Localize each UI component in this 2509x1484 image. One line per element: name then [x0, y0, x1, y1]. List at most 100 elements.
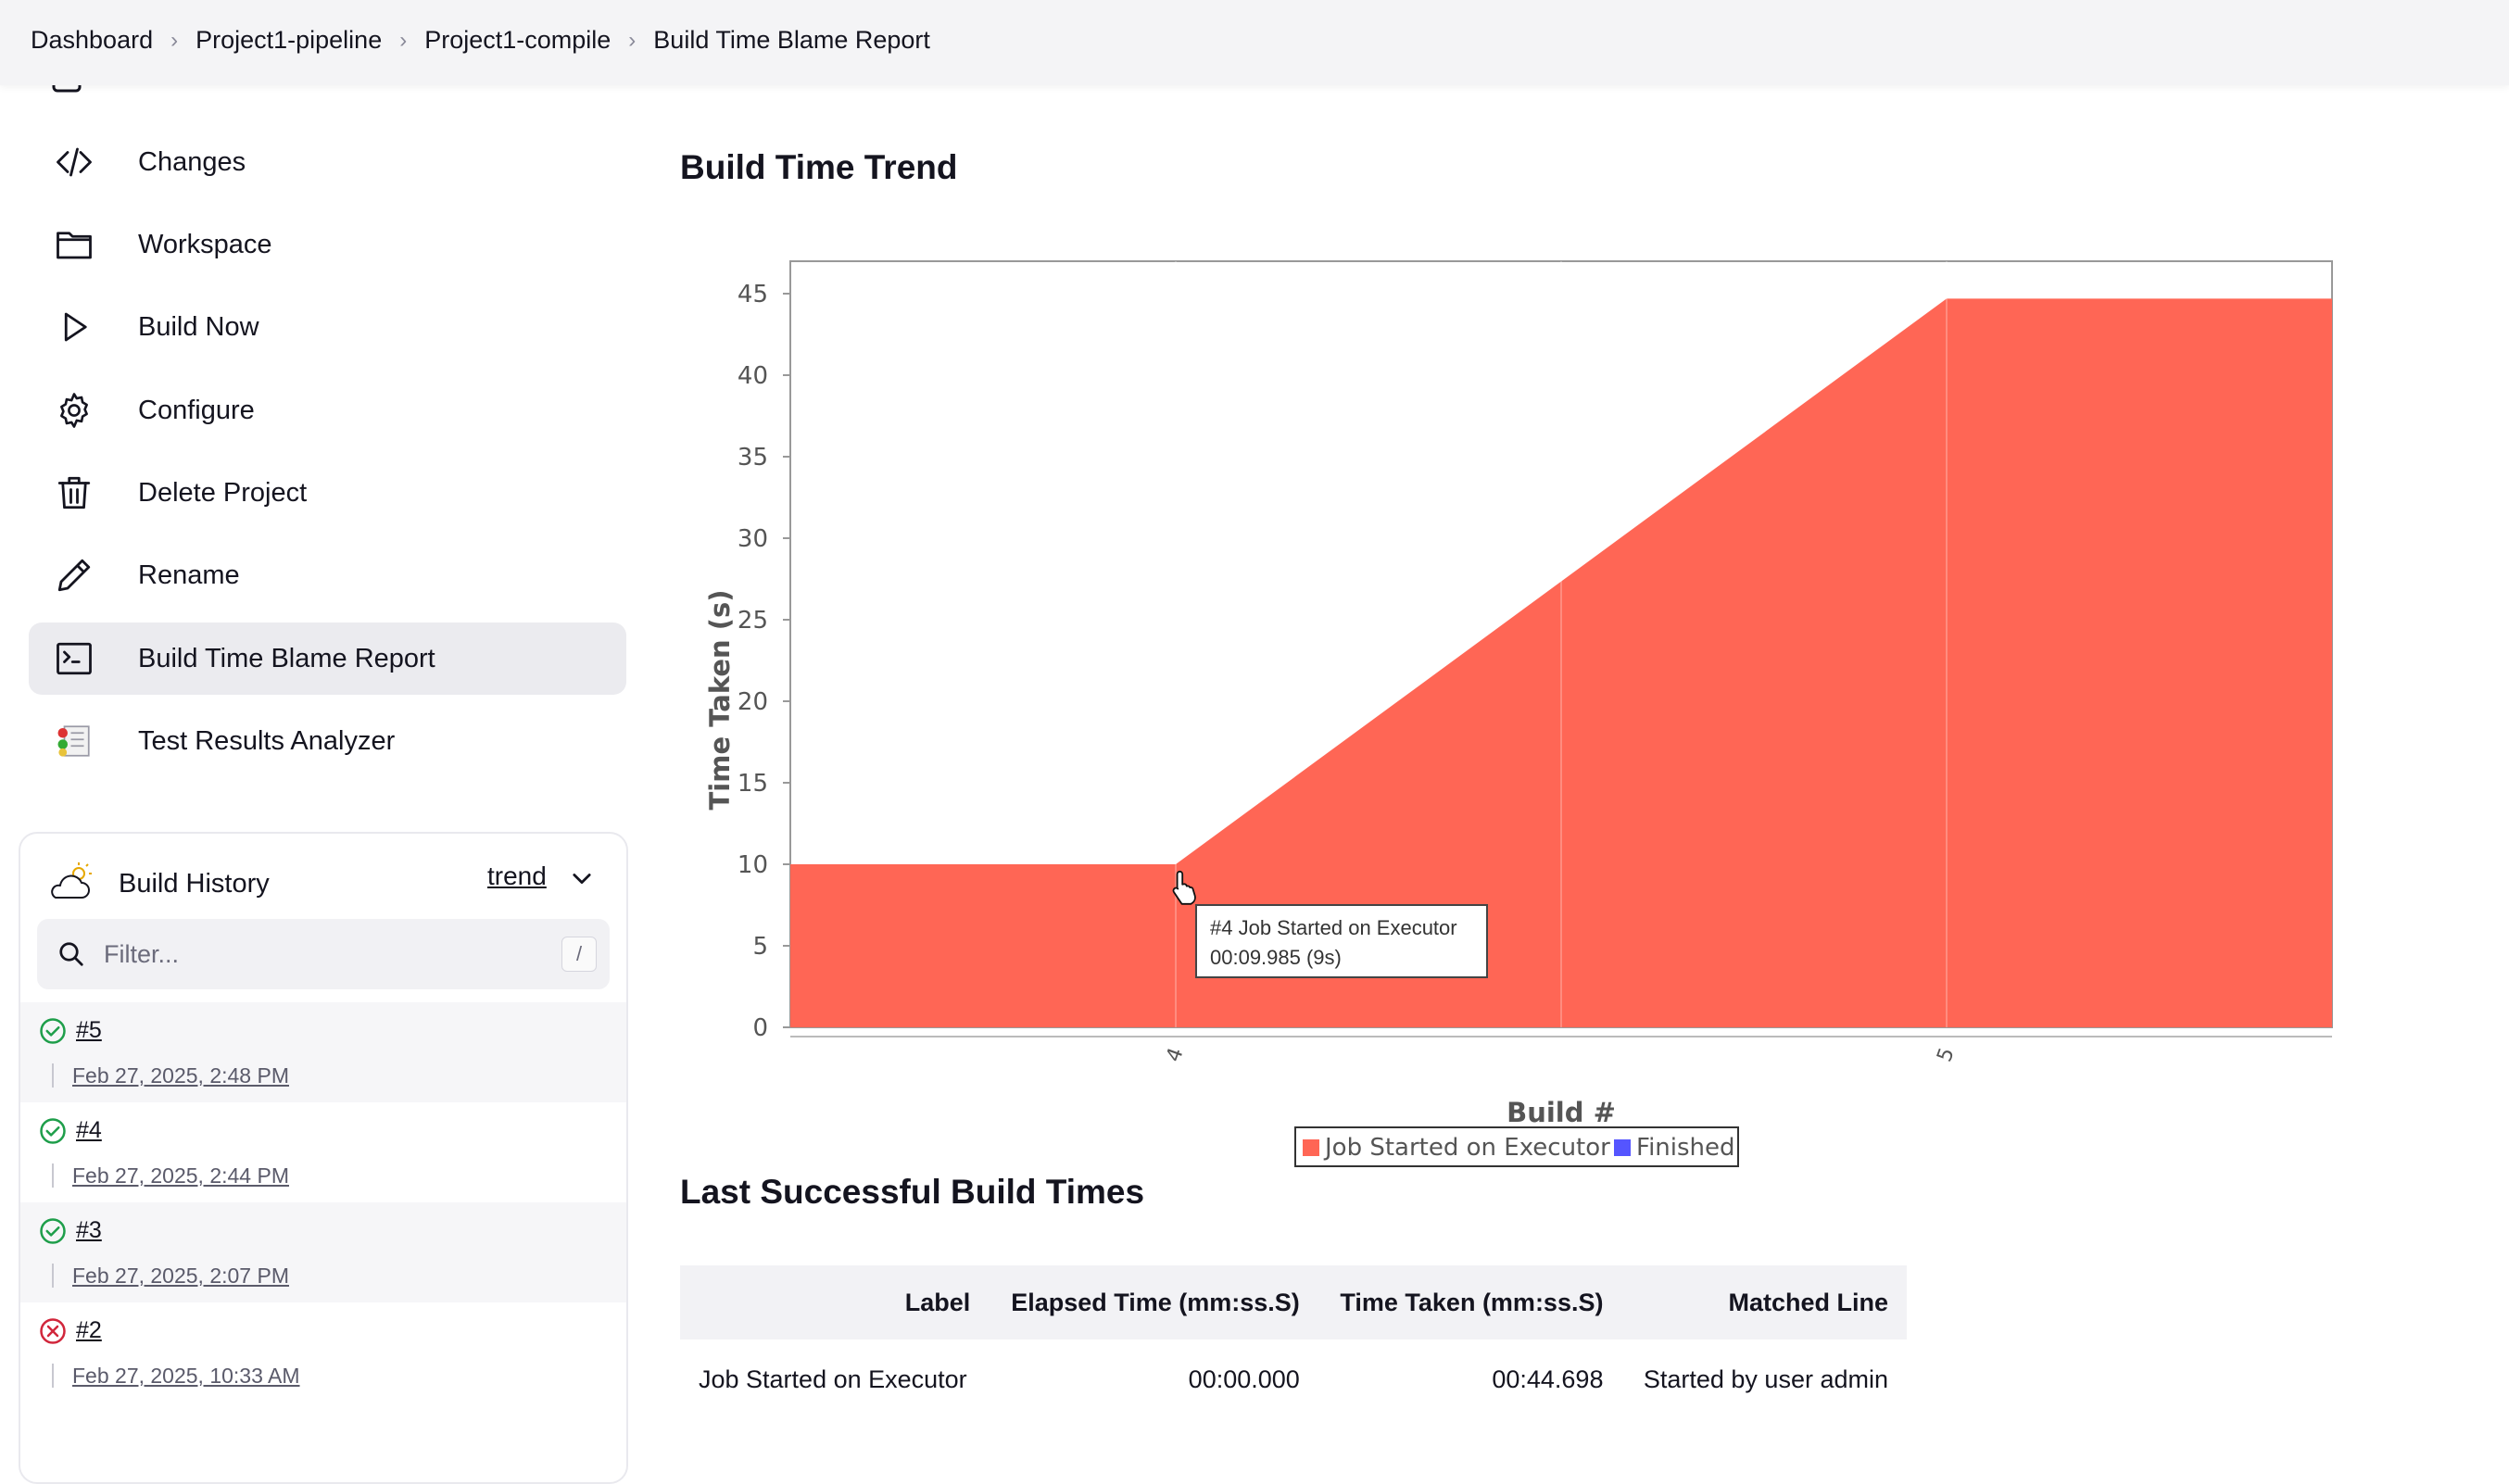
sidebar-item-label: Rename — [138, 560, 240, 590]
keyboard-shortcut-hint: / — [561, 937, 597, 972]
success-icon — [40, 1218, 66, 1244]
sidebar-item-label: Delete Project — [138, 477, 308, 508]
sidebar-item-rename[interactable]: Rename — [29, 539, 626, 611]
cell-label: Job Started on Executor — [699, 1365, 967, 1393]
cell-elapsed: 00:00.000 — [1188, 1365, 1300, 1393]
failed-icon — [40, 1318, 66, 1344]
breadcrumb-dashboard[interactable]: Dashboard — [31, 26, 154, 54]
play-icon — [47, 307, 101, 347]
build-time-trend-chart: 0 5 10 15 20 25 30 35 40 45 4 5 Build # Time Taken (s… — [686, 227, 2353, 1172]
col-matched-line: Matched Line — [1621, 1265, 1907, 1339]
sidebar-item-test-results-analyzer[interactable]: Test Results Analyzer — [29, 705, 626, 777]
trash-icon — [47, 472, 101, 513]
legend-label: Finished — [1636, 1134, 1735, 1162]
sidebar-item-build-now[interactable]: Build Now — [29, 291, 626, 363]
y-tick-label: 25 — [738, 607, 768, 635]
hand-pointer-icon — [1172, 870, 1196, 905]
code-icon — [47, 142, 101, 182]
legend-swatch — [1303, 1139, 1319, 1156]
cell-time-taken: 00:44.698 — [1492, 1365, 1604, 1393]
chevron-down-icon[interactable] — [569, 865, 595, 891]
divider — [52, 1364, 54, 1388]
chart-tooltip: #4 Job Started on Executor 00:09.985 (9s… — [1195, 904, 1488, 978]
col-label: Label — [680, 1265, 990, 1339]
success-icon — [40, 1118, 66, 1144]
build-number-link[interactable]: #4 — [76, 1117, 102, 1143]
sidebar-item-label: Workspace — [138, 229, 272, 259]
col-time-taken: Time Taken (mm:ss.S) — [1318, 1265, 1622, 1339]
legend-swatch — [1614, 1139, 1631, 1156]
build-row[interactable]: #3 Feb 27, 2025, 2:07 PM — [20, 1202, 626, 1302]
breadcrumb-bar: Dashboard › Project1-pipeline › Project1… — [0, 0, 2509, 85]
sidebar-item-label: Changes — [138, 146, 246, 177]
sidebar-item-workspace[interactable]: Workspace — [29, 208, 626, 281]
success-icon — [40, 1018, 66, 1044]
sidebar-item-label: Build Now — [138, 311, 259, 342]
pencil-icon — [47, 555, 101, 596]
y-tick-label: 45 — [738, 281, 768, 308]
filter-input[interactable] — [102, 938, 532, 970]
y-tick-label: 20 — [738, 688, 768, 716]
y-tick-label: 15 — [738, 770, 768, 798]
build-number-link[interactable]: #2 — [76, 1317, 102, 1343]
build-history-title: Build History — [119, 868, 270, 899]
sidebar-item-label: Test Results Analyzer — [138, 725, 396, 756]
build-date-link[interactable]: Feb 27, 2025, 2:48 PM — [72, 1063, 289, 1088]
build-date-link[interactable]: Feb 27, 2025, 10:33 AM — [72, 1364, 300, 1388]
tooltip-line-1: #4 Job Started on Executor — [1210, 916, 1457, 939]
build-date-link[interactable]: Feb 27, 2025, 2:07 PM — [72, 1264, 289, 1288]
filter-field[interactable]: / — [37, 919, 610, 989]
sidebar-item-delete-project[interactable]: Delete Project — [29, 457, 626, 529]
breadcrumb-pipeline[interactable]: Project1-pipeline — [195, 26, 383, 54]
build-time-trend-heading: Build Time Trend — [680, 148, 958, 186]
divider — [52, 1264, 54, 1288]
sidebar-item-build-time-blame-report[interactable]: Build Time Blame Report — [29, 623, 626, 695]
sidebar-item-label: Configure — [138, 395, 255, 425]
chevron-right-icon: › — [628, 27, 637, 53]
weather-icon — [48, 861, 95, 908]
y-tick-label: 5 — [752, 933, 768, 961]
breadcrumb: Dashboard › Project1-pipeline › Project1… — [31, 26, 930, 55]
folder-icon — [47, 224, 101, 265]
y-tick-label: 30 — [738, 525, 768, 553]
y-axis-label: Time Taken (s) — [704, 589, 736, 810]
last-successful-heading: Last Successful Build Times — [680, 1173, 1145, 1211]
sidebar-item-configure[interactable]: Configure — [29, 374, 626, 446]
chevron-right-icon: › — [170, 27, 179, 53]
build-row[interactable]: #4 Feb 27, 2025, 2:44 PM — [20, 1102, 626, 1202]
gear-icon — [47, 390, 101, 431]
y-tick-label: 40 — [738, 362, 768, 390]
legend-label: Job Started on Executor — [1323, 1134, 1610, 1162]
divider — [52, 1063, 54, 1088]
search-icon — [59, 942, 83, 966]
x-tick-label: 4 — [1162, 1045, 1188, 1065]
build-number-link[interactable]: #5 — [76, 1017, 102, 1043]
terminal-icon — [47, 638, 101, 679]
series-area-job-started — [790, 298, 2332, 1027]
table-header-row: Label Elapsed Time (mm:ss.S) Time Taken … — [680, 1265, 1907, 1339]
y-tick-label: 0 — [752, 1014, 768, 1042]
build-number-link[interactable]: #3 — [76, 1217, 102, 1243]
breadcrumb-current[interactable]: Build Time Blame Report — [653, 26, 930, 54]
y-tick-label: 10 — [738, 851, 768, 879]
x-axis-label: Build # — [1507, 1097, 1616, 1128]
build-times-table: Label Elapsed Time (mm:ss.S) Time Taken … — [680, 1265, 1907, 1419]
table-row: Job Started on Executor 00:00.000 00:44.… — [680, 1339, 1907, 1419]
legend-box — [1294, 1126, 1739, 1167]
trend-link[interactable]: trend — [487, 861, 547, 890]
build-row[interactable]: #5 Feb 27, 2025, 2:48 PM — [20, 1002, 626, 1102]
build-history-panel: Build History trend / #5 Feb 27, 2025, 2… — [19, 832, 628, 1484]
test-results-icon — [47, 721, 101, 761]
divider — [52, 1163, 54, 1188]
chevron-right-icon: › — [399, 27, 408, 53]
sidebar-item-changes[interactable]: Changes — [29, 126, 626, 198]
breadcrumb-compile[interactable]: Project1-compile — [424, 26, 611, 54]
tooltip-line-2: 00:09.985 (9s) — [1210, 946, 1342, 969]
x-tick-label: 5 — [1933, 1045, 1959, 1065]
build-date-link[interactable]: Feb 27, 2025, 2:44 PM — [72, 1163, 289, 1188]
col-elapsed: Elapsed Time (mm:ss.S) — [989, 1265, 1318, 1339]
cell-matched-line: Started by user admin — [1643, 1365, 1888, 1393]
y-tick-label: 35 — [738, 444, 768, 472]
build-row[interactable]: #2 Feb 27, 2025, 10:33 AM — [20, 1302, 626, 1402]
